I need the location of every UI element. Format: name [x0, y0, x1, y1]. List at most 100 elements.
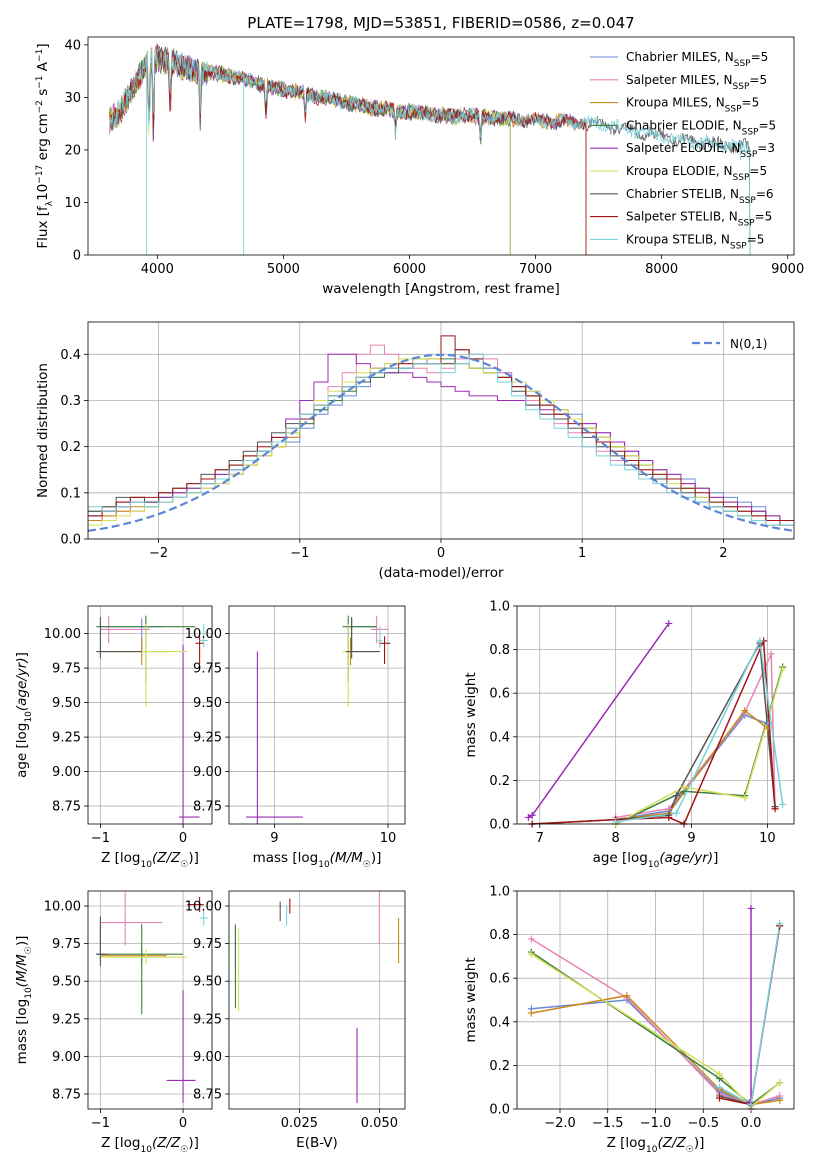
weight-line: [719, 923, 781, 1106]
y-axis-label: Normed distribution: [35, 363, 51, 498]
label-part: Z [log: [101, 1135, 140, 1151]
weight-line: [719, 925, 781, 1106]
weight-line: [615, 653, 776, 819]
y-tick-label: 9.50: [52, 696, 81, 711]
axes-frame: [228, 890, 406, 1110]
x-tick-label: 1: [578, 546, 586, 561]
y-tick-label: 1.0: [489, 600, 510, 615]
y-tick-label: 0.0: [489, 818, 510, 833]
weight-line: [530, 953, 781, 1108]
x-tick-label: 0.050: [361, 1116, 398, 1131]
label-part: 10: [24, 711, 34, 723]
x-tick-label: 0.0: [741, 1116, 762, 1131]
panels: 4000 5000 6000 7000 8000 9000010203040wavelen…: [14, 36, 804, 1155]
normal-curve: [88, 353, 794, 532]
legend-sub: SSP: [725, 105, 742, 115]
y-tick-label: 20: [64, 143, 81, 158]
weight-marker: [524, 813, 532, 821]
label-part: 10: [35, 184, 51, 201]
weight-marker: [528, 811, 536, 819]
y-tick-label: 0: [73, 249, 81, 264]
weight-marker: [776, 1079, 784, 1087]
y-tick-label: 30: [64, 91, 81, 106]
x-tick-label: −2.0: [544, 1116, 576, 1131]
y-tick-label: 0.2: [60, 440, 81, 455]
legend-nssp: 5: [759, 164, 767, 178]
label-part: )]: [188, 1135, 199, 1151]
plot-area: [109, 43, 751, 255]
y-tick-label: 0.1: [60, 486, 81, 501]
weight-line: [615, 714, 776, 821]
label-part: mass [log: [14, 999, 30, 1065]
legend-label: Chabrier ELODIE, NSSP=5: [626, 118, 776, 137]
weight-line: [615, 668, 784, 824]
x-axis-label: Z [log10(Z/Z☉)]: [607, 1135, 705, 1155]
label-part: A: [35, 61, 51, 75]
label-part: s: [35, 89, 51, 100]
axes-frame: [87, 321, 795, 540]
legend-name: Kroupa MILES: [626, 96, 708, 110]
legend-sep: , N: [717, 50, 734, 64]
x-tick-label: −1: [91, 831, 110, 846]
x-tick-label: −1: [91, 1116, 110, 1131]
legend-nssp: 5: [759, 73, 767, 87]
x-axis-label: age [log10(age/yr)]: [593, 850, 719, 870]
label-part: Flux [f: [35, 205, 51, 249]
y-axis-label: mass weight: [463, 957, 479, 1042]
legend-sub: SSP: [739, 196, 756, 206]
weight-marker: [527, 1009, 535, 1017]
x-tick-label: 9: [687, 831, 695, 846]
y-tick-label: 8.75: [193, 800, 222, 815]
x-tick-label: 10: [380, 831, 397, 846]
plot-area: [229, 606, 405, 824]
label-part: ]: [14, 652, 30, 657]
weight-marker: [747, 904, 755, 912]
y-tick-label: 9.75: [52, 662, 81, 677]
x-tick-label: 0.025: [281, 1116, 318, 1131]
legend-name: Chabrier MILES: [626, 50, 717, 64]
y-tick-label: 8.75: [193, 1087, 222, 1102]
y-tick-label: 0.4: [60, 348, 81, 363]
legend-eq: =: [757, 141, 767, 155]
y-tick-label: 9.25: [52, 1012, 81, 1027]
y-tick-label: 9.00: [193, 1050, 222, 1065]
label-part: age [log: [593, 850, 648, 866]
y-tick-label: 10.00: [185, 627, 222, 642]
weight-line: [615, 666, 784, 824]
y-tick-label: 9.00: [52, 1050, 81, 1065]
x-axis-label: wavelength [Angstrom, rest frame]: [322, 281, 560, 297]
legend-name: Salpeter ELODIE: [626, 141, 724, 155]
panel-mass-vs-ebv: 0.025 0.050 8.75 9.00 9.25 9.50 9.75 10.00 E(B-V…: [185, 890, 406, 1151]
plot-area: [88, 322, 794, 539]
plot-area: [88, 606, 212, 824]
x-axis-label: E(B-V): [296, 1135, 338, 1151]
weight-marker: [763, 724, 771, 732]
label-part: (Z/Z: [657, 1135, 686, 1151]
y-tick-label: 0.4: [489, 730, 510, 745]
y-tick-label: 0.6: [489, 972, 510, 987]
label-part: 10: [318, 860, 330, 870]
y-axis-label: age [log10(age/yr)]: [14, 652, 34, 778]
x-axis-label: Z [log10(Z/Z☉)]: [101, 850, 199, 870]
legend-nssp: 3: [767, 141, 775, 155]
weight-line: [528, 622, 670, 819]
label-part: λ: [45, 200, 55, 206]
legend-name: Salpeter STELIB: [626, 210, 721, 224]
x-tick-label: 2: [719, 546, 727, 561]
x-tick-label: 5000: [267, 262, 300, 277]
panel-spectrum: 4000 5000 6000 7000 8000 9000 0 10 20 30 40 wavelen…: [35, 36, 804, 297]
y-tick-label: 9.25: [52, 731, 81, 746]
legend-eq: =: [751, 50, 761, 64]
legend-label: Salpeter STELIB, NSSP=5: [626, 210, 772, 229]
y-tick-label: 0.8: [489, 643, 510, 658]
x-tick-label: 8000: [645, 262, 678, 277]
weight-line: [615, 709, 776, 821]
y-tick-label: 40: [64, 38, 81, 53]
y-tick-label: 0.8: [489, 928, 510, 943]
y-tick-label: 0.0: [489, 1103, 510, 1118]
x-tick-label: 0: [179, 1116, 187, 1131]
y-tick-label: 9.00: [52, 765, 81, 780]
weight-marker: [527, 950, 535, 958]
